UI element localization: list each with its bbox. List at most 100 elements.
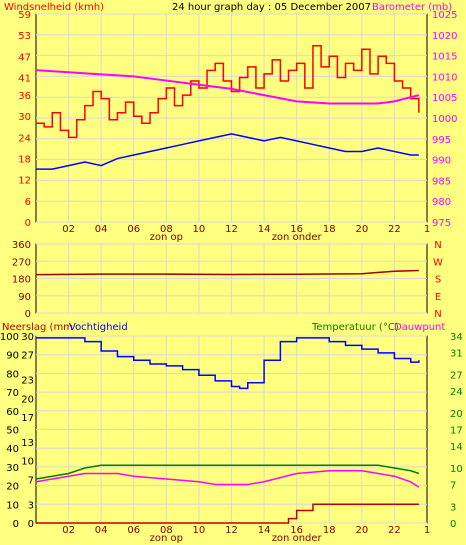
y-tick-label: 59 — [18, 10, 31, 21]
x-tick-label: 08 — [160, 525, 173, 536]
y-right-tick-label: 980 — [432, 197, 451, 208]
y-tick-label: 10 — [6, 500, 19, 511]
series-line-windsnelheid — [36, 44, 420, 139]
y-tick-label: 0 — [25, 218, 31, 229]
x-tick-label: 18 — [323, 224, 336, 235]
x-tick-label: 10 — [193, 525, 206, 536]
humidity-axis-title: Vochtigheid — [69, 322, 128, 333]
y-tick-label: 70 — [6, 388, 19, 399]
y-tick-label: 80 — [6, 369, 19, 380]
series-line-gust — [36, 133, 419, 170]
y-tick-label: 17 — [21, 413, 34, 424]
x-tick-label: 12 — [225, 224, 238, 235]
y-right-tick-label: 24 — [450, 387, 463, 398]
x-tick-label: 16 — [290, 525, 303, 536]
x-tick-label: 02 — [62, 525, 75, 536]
y-tick-label: 270 — [12, 257, 31, 268]
y-tick-label: 12 — [18, 176, 31, 187]
x-tick-label: 04 — [95, 525, 108, 536]
x-tick-label: 22 — [388, 525, 401, 536]
y-right-tick-label: 990 — [432, 156, 451, 167]
wind-barometer-panel: 0612182430364147535997598098599099510001… — [18, 10, 457, 243]
y-right-tick-label: 7 — [450, 481, 456, 492]
y-tick-label: 90 — [18, 292, 31, 303]
wind-speed-axis-title: Windsnelheid (kmh) — [4, 2, 104, 13]
series-line-dauwpunt — [35, 470, 420, 488]
y-tick-label: 18 — [18, 155, 31, 166]
y-tick-label: 50 — [6, 426, 19, 437]
graph-date-title: 24 hour graph day : 05 December 2007 — [172, 2, 371, 13]
x-tick-label: 10 — [193, 224, 206, 235]
y-tick-label: 27 — [21, 351, 34, 362]
y-tick-label: 3 — [28, 500, 34, 511]
y-tick-label: 23 — [21, 376, 34, 387]
x-tick-label: 12 — [225, 525, 238, 536]
x-tick-label: 20 — [355, 224, 368, 235]
x-tick-label: 1 — [424, 224, 430, 235]
x-tick-label: 06 — [127, 525, 140, 536]
y-right-tick-label: 1020 — [432, 31, 457, 42]
direction-label: W — [433, 257, 443, 268]
y-tick-label: 24 — [18, 133, 31, 144]
x-tick-label: 02 — [62, 224, 75, 235]
y-right-tick-label: 27 — [450, 371, 463, 382]
x-tick-label: 08 — [160, 224, 173, 235]
sunset-label: zon onder — [272, 232, 323, 243]
sunrise-label: zon op — [150, 533, 183, 544]
direction-label: N — [434, 309, 441, 320]
y-right-tick-label: 1025 — [432, 10, 457, 21]
y-right-tick-label: 1005 — [432, 93, 457, 104]
barometer-axis-title: Barometer (mb) — [372, 2, 452, 13]
sunset-label: zon onder — [272, 533, 323, 544]
x-tick-label: 18 — [323, 525, 336, 536]
y-tick-label: 36 — [18, 91, 31, 102]
y-right-tick-label: 17 — [450, 426, 463, 437]
y-right-tick-label: 1015 — [432, 52, 457, 63]
y-tick-label: 13 — [21, 438, 34, 449]
y-right-tick-label: 985 — [432, 176, 451, 187]
y-tick-label: 180 — [12, 275, 31, 286]
series-line-barometer — [35, 69, 420, 105]
x-tick-label: 14 — [258, 224, 271, 235]
y-tick-label: 90 — [6, 351, 19, 362]
y-right-tick-label: 1000 — [432, 114, 457, 125]
x-tick-label: 16 — [290, 224, 303, 235]
y-tick-label: 0 — [28, 519, 34, 530]
temperature-axis-title: Temperatuur (°C) — [311, 322, 399, 333]
y-right-tick-label: 995 — [432, 135, 451, 146]
series-line-neerslag — [36, 503, 419, 524]
y-tick-label: 360 — [12, 240, 31, 251]
y-tick-label: 6 — [25, 197, 31, 208]
direction-label: S — [435, 275, 441, 286]
y-tick-label: 0 — [25, 309, 31, 320]
y-right-tick-label: 10 — [450, 464, 463, 475]
series-line-direction — [35, 269, 419, 276]
direction-label: E — [435, 292, 441, 303]
y-right-tick-label: 14 — [450, 442, 463, 453]
x-tick-label: 22 — [388, 224, 401, 235]
y-right-tick-label: 975 — [432, 218, 451, 229]
rain-axis-title: Neerslag (mm — [2, 322, 73, 333]
y-tick-label: 41 — [18, 73, 31, 84]
y-tick-label: 100 — [0, 332, 19, 343]
y-tick-label: 0 — [13, 519, 19, 530]
direction-label: N — [434, 240, 441, 251]
y-tick-label: 30 — [21, 332, 34, 343]
rain-humidity-temperature-panel: 0102030405060708090100037101317202327300… — [0, 332, 463, 544]
y-tick-label: 60 — [6, 407, 19, 418]
y-right-tick-label: 3 — [450, 503, 456, 514]
y-right-tick-label: 20 — [450, 409, 463, 420]
y-tick-label: 40 — [6, 444, 19, 455]
x-tick-label: 1 — [424, 525, 430, 536]
y-tick-label: 30 — [6, 463, 19, 474]
y-right-tick-label: 0 — [450, 519, 456, 530]
sunrise-label: zon op — [150, 232, 183, 243]
y-tick-label: 30 — [18, 112, 31, 123]
dewpoint-axis-title: Dauwpunt — [394, 322, 445, 333]
y-right-tick-label: 34 — [450, 332, 463, 343]
x-tick-label: 06 — [127, 224, 140, 235]
series-line-temperatuur — [35, 464, 420, 480]
y-right-tick-label: 1010 — [432, 72, 457, 83]
